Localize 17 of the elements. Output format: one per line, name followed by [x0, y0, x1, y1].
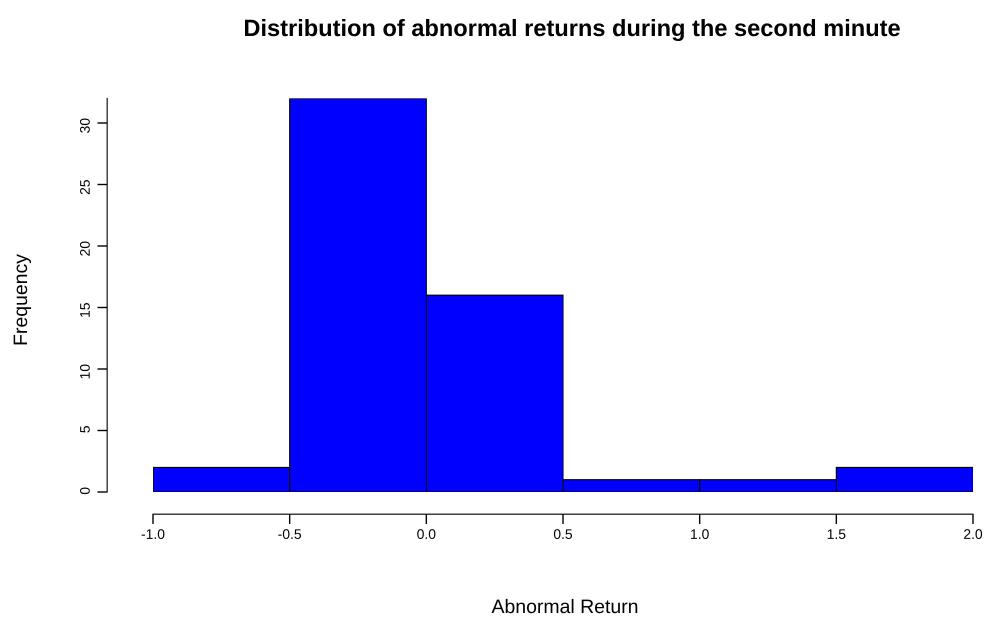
y-tick-label: 10 [80, 364, 90, 378]
x-tick-label: -0.5 [278, 529, 302, 540]
x-axis-title: Abnormal Return [492, 598, 638, 614]
chart-title: Distribution of abnormal returns during the second minute [245, 18, 900, 42]
y-tick-label: 15 [80, 303, 90, 317]
y-axis-title: Frequency [14, 254, 32, 344]
y-tick-label: 5 [80, 426, 90, 433]
y-tick-label: 25 [80, 180, 90, 194]
y-tick-label: 30 [80, 118, 90, 133]
y-tick-label: 0 [80, 488, 90, 494]
x-tick-label: 1.5 [828, 529, 846, 540]
x-tick-label: 0.0 [417, 529, 436, 540]
x-tick-label: 1.0 [691, 529, 709, 540]
x-tick-label: 2.0 [964, 529, 982, 540]
x-tick-label: -1.0 [142, 529, 164, 540]
x-tick-label: 0.5 [554, 529, 572, 540]
y-tick-label: 20 [80, 242, 90, 256]
